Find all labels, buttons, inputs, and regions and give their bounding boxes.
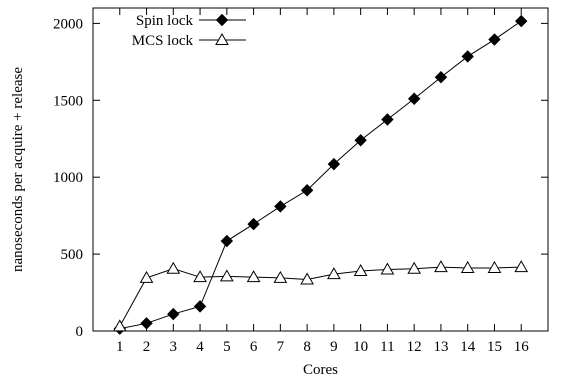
x-tick-label: 11 bbox=[380, 339, 394, 355]
data-point-mcs-lock bbox=[514, 260, 529, 273]
y-tick-label: 1000 bbox=[53, 170, 83, 186]
y-tick-label: 0 bbox=[76, 324, 84, 340]
y-tick-labels: 0 500 1000 1500 2000 bbox=[53, 16, 83, 340]
data-point-spin-lock bbox=[300, 184, 314, 197]
x-tick-label: 1 bbox=[116, 339, 124, 355]
x-tick-label: 15 bbox=[487, 339, 502, 355]
series-line-spin-lock bbox=[119, 20, 522, 330]
x-tick-label: 10 bbox=[353, 339, 368, 355]
y-axis-label: nanoseconds per acquire + release bbox=[10, 67, 26, 272]
data-point-mcs-lock bbox=[380, 262, 395, 275]
data-point-spin-lock bbox=[247, 217, 260, 231]
x-tick-label: 16 bbox=[514, 339, 530, 355]
data-point-mcs-lock bbox=[407, 261, 422, 274]
x-tick-label: 13 bbox=[433, 339, 448, 355]
data-point-spin-lock bbox=[193, 300, 207, 313]
data-point-mcs-lock bbox=[327, 267, 341, 280]
data-point-spin-lock bbox=[327, 157, 341, 171]
data-point-spin-lock bbox=[407, 92, 421, 105]
data-point-mcs-lock bbox=[353, 264, 368, 277]
x-axis-label: Cores bbox=[303, 362, 338, 378]
data-point-spin-lock bbox=[220, 234, 234, 248]
data-point-mcs-lock bbox=[460, 260, 475, 273]
x-tick-label: 12 bbox=[407, 339, 422, 355]
legend-marker bbox=[215, 13, 229, 27]
data-point-mcs-lock bbox=[139, 270, 154, 283]
legend-marker bbox=[215, 32, 229, 45]
data-point-mcs-lock bbox=[487, 260, 502, 273]
data-point-mcs-lock bbox=[219, 269, 234, 282]
x-tick-labels: 1 2 3 4 5 6 7 8 9 10 11 12 13 14 15 16 bbox=[116, 339, 529, 355]
data-point-spin-lock bbox=[515, 14, 528, 28]
series-layer bbox=[112, 14, 529, 335]
data-point-mcs-lock bbox=[246, 270, 261, 283]
data-point-mcs-lock bbox=[112, 319, 127, 332]
x-tick-label: 14 bbox=[460, 339, 476, 355]
y-tick-label: 500 bbox=[61, 247, 84, 263]
x-tick-label: 4 bbox=[196, 339, 204, 355]
data-point-spin-lock bbox=[140, 317, 153, 330]
data-point-mcs-lock bbox=[300, 272, 314, 285]
data-point-spin-lock bbox=[381, 113, 394, 126]
legend-marker-spin-lock bbox=[215, 13, 229, 27]
data-point-spin-lock bbox=[488, 33, 501, 46]
data-point-spin-lock bbox=[354, 134, 367, 147]
data-point-mcs-lock bbox=[193, 270, 207, 283]
data-point-mcs-lock bbox=[166, 261, 181, 274]
legend-label-mcs-lock: MCS lock bbox=[132, 33, 194, 49]
legend-label-spin-lock: Spin lock bbox=[136, 13, 194, 29]
x-tick-label: 9 bbox=[330, 339, 338, 355]
x-tick-label: 5 bbox=[223, 339, 231, 355]
x-tick-label: 3 bbox=[170, 339, 178, 355]
series-line-mcs-lock bbox=[119, 266, 522, 327]
data-point-spin-lock bbox=[461, 50, 474, 63]
data-point-mcs-lock bbox=[273, 270, 288, 283]
x-tick-label: 8 bbox=[303, 339, 311, 355]
x-tick-label: 2 bbox=[143, 339, 151, 355]
data-point-spin-lock bbox=[167, 307, 180, 321]
x-tick-label: 6 bbox=[250, 339, 258, 355]
x-tick-label: 7 bbox=[277, 339, 285, 355]
legend-marker-mcs-lock bbox=[215, 32, 229, 45]
y-tick-label: 1500 bbox=[53, 93, 83, 109]
data-point-spin-lock bbox=[274, 200, 287, 213]
plot-frame bbox=[92, 7, 549, 332]
legend: Spin lock MCS lock bbox=[132, 13, 246, 49]
data-point-mcs-lock bbox=[434, 260, 448, 273]
axis-ticks bbox=[93, 8, 548, 332]
y-tick-label: 2000 bbox=[53, 16, 83, 32]
data-point-spin-lock bbox=[434, 71, 448, 84]
